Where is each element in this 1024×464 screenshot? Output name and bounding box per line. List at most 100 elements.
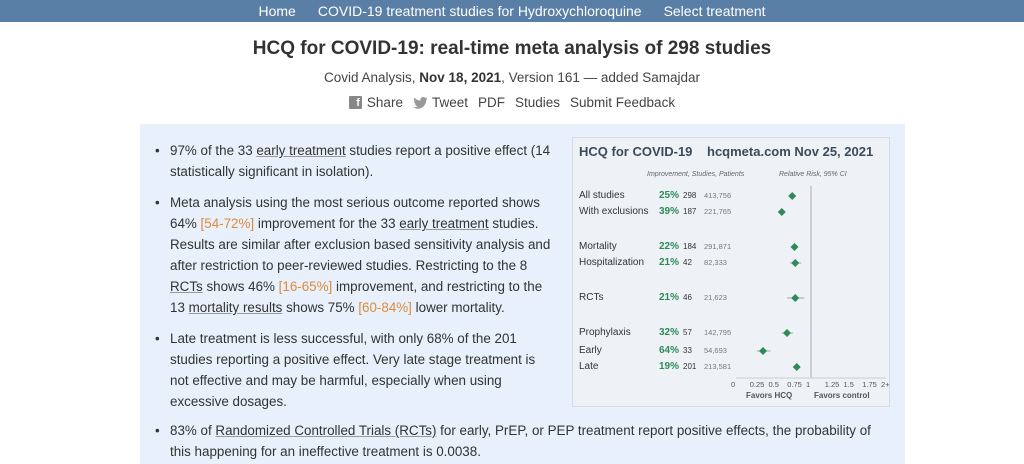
tick-label: 0 — [731, 380, 736, 389]
tick-label: 1.5 — [843, 380, 854, 389]
row-improvement: 21% — [659, 257, 680, 268]
column-header-right: Relative Risk, 95% CI — [779, 171, 847, 178]
row-improvement: 25% — [659, 190, 680, 201]
row-improvement: 21% — [659, 292, 680, 303]
share-label: Share — [366, 95, 403, 110]
version-text: , Version 161 — added Samajdar — [501, 70, 700, 85]
rr-marker — [791, 259, 800, 267]
bullet-text: 97% of the 33 — [170, 143, 257, 158]
publish-date: Nov 18, 2021 — [419, 70, 502, 85]
bullet-late-treatment: Late treatment is less successful, with … — [155, 328, 555, 412]
confidence-interval: [16-65%] — [278, 279, 333, 294]
rcts-link[interactable]: RCTs — [170, 279, 203, 294]
nav-select-treatment-link[interactable]: Select treatment — [663, 3, 766, 19]
row-improvement: 39% — [659, 206, 680, 217]
bullet-text: lower mortality. — [411, 300, 505, 315]
early-treatment-link[interactable]: early treatment — [399, 216, 489, 231]
row-patients: 221,765 — [704, 207, 732, 216]
bullet-text: shows 75% — [282, 300, 359, 315]
rr-marker — [791, 294, 800, 302]
forest-row: Hospitalization 21% 42 82,333 — [579, 257, 885, 269]
forest-row: Prophylaxis 32% 57 142,795 — [579, 327, 885, 339]
row-label: All studies — [579, 190, 625, 201]
row-improvement: 32% — [659, 327, 680, 338]
tick-label: 2+ — [881, 380, 890, 389]
confidence-interval: [60-84%] — [358, 300, 412, 315]
forest-row: Late 19% 201 213,581 — [579, 361, 885, 373]
row-studies: 46 — [683, 293, 692, 302]
row-patients: 291,871 — [704, 242, 732, 251]
rr-marker — [783, 329, 791, 337]
forest-row: RCTs 21% 46 21,623 — [579, 292, 885, 304]
row-studies: 33 — [683, 346, 692, 355]
share-button[interactable]: f Share — [344, 95, 408, 110]
mortality-results-link[interactable]: mortality results — [188, 300, 283, 315]
row-studies: 298 — [683, 191, 697, 200]
row-label: With exclusions — [579, 206, 649, 217]
card-site-date: hcqmeta.com Nov 25, 2021 — [707, 144, 874, 159]
tick-label: 1 — [806, 380, 811, 389]
row-label: Early — [579, 345, 602, 356]
row-studies: 42 — [683, 258, 692, 267]
studies-link[interactable]: Studies — [514, 95, 561, 110]
early-treatment-link[interactable]: early treatment — [256, 143, 346, 158]
forest-row: Mortality 22% 184 291,871 — [579, 241, 885, 253]
bullet-text: 83% of — [170, 423, 216, 438]
nav-studies-link[interactable]: COVID-19 treatment studies for Hydroxych… — [317, 3, 642, 19]
bullet-early-treatment: 97% of the 33 early treatment studies re… — [155, 140, 555, 182]
rr-marker — [788, 192, 797, 200]
rct-link[interactable]: Randomized Controlled Trials (RCTs) — [215, 423, 437, 438]
bullet-text: for early, PrEP, or PEP treatment report… — [170, 423, 871, 459]
nav-home-link[interactable]: Home — [258, 3, 296, 19]
card-title: HCQ for COVID-19 — [579, 144, 693, 159]
row-patients: 82,333 — [704, 258, 727, 267]
tick-label: 0.5 — [768, 380, 779, 389]
bullet-text: studies report a positive effect (14 sta… — [170, 143, 551, 179]
forest-row: All studies 25% 298 413,756 — [579, 190, 885, 202]
submit-feedback-link[interactable]: Submit Feedback — [570, 95, 676, 110]
forest-plot-card[interactable]: HCQ for COVID-19 hcqmeta.com Nov 25, 202… — [572, 137, 890, 407]
page-subtitle: Covid Analysis, Nov 18, 2021, Version 16… — [0, 70, 1024, 85]
forest-row: With exclusions 39% 187 221,765 — [579, 206, 885, 218]
row-studies: 201 — [683, 362, 697, 371]
bullet-rcts: 83% of Randomized Controlled Trials (RCT… — [155, 420, 895, 462]
forest-plot — [736, 186, 886, 379]
twitter-icon — [413, 96, 428, 109]
pdf-link[interactable]: PDF — [477, 95, 505, 110]
bullet-text: improvement, and restricting to the 13 — [170, 279, 543, 315]
source-text: Covid Analysis, — [324, 70, 420, 85]
column-header-left: Improvement, Studies, Patients — [647, 171, 745, 178]
facebook-icon: f — [348, 96, 362, 109]
tick-label: 0.25 — [749, 380, 765, 389]
row-label: Prophylaxis — [579, 327, 631, 338]
bullet-text: improvement for the 33 — [254, 216, 400, 231]
row-patients: 213,581 — [704, 362, 732, 371]
row-label: Hospitalization — [579, 257, 645, 268]
bullet-meta-analysis: Meta analysis using the most serious out… — [155, 192, 555, 318]
row-patients: 54,693 — [704, 346, 727, 355]
tick-label: 0.75 — [787, 380, 802, 389]
row-studies: 57 — [683, 328, 692, 337]
summary-bullets-wide: 83% of Randomized Controlled Trials (RCT… — [155, 420, 895, 462]
row-improvement: 19% — [659, 361, 680, 372]
row-label: Mortality — [579, 241, 617, 252]
summary-bullets: 97% of the 33 early treatment studies re… — [155, 140, 555, 422]
rr-marker — [792, 363, 801, 371]
row-improvement: 64% — [659, 345, 680, 356]
tick-label: 1.75 — [862, 380, 877, 389]
bullet-text: studies. Results are similar after exclu… — [170, 216, 551, 273]
forest-row: Early 64% 33 54,693 — [579, 345, 885, 357]
row-label: Late — [579, 361, 599, 372]
bullet-text: Meta analysis using the most serious out… — [170, 195, 540, 231]
rr-marker — [777, 208, 786, 216]
bullet-text: shows 46% — [202, 279, 279, 294]
tick-label: 1.25 — [824, 380, 840, 389]
favors-control-label: Favors control — [814, 391, 870, 400]
row-patients: 21,623 — [704, 293, 727, 302]
row-label: RCTs — [579, 292, 604, 303]
tweet-label: Tweet — [431, 95, 468, 110]
tweet-button[interactable]: Tweet — [408, 95, 473, 110]
action-bar: f Share Tweet PDF Studies Submit Feedbac… — [0, 95, 1024, 110]
page-title: HCQ for COVID-19: real-time meta analysi… — [252, 38, 772, 59]
rr-marker — [759, 347, 767, 355]
